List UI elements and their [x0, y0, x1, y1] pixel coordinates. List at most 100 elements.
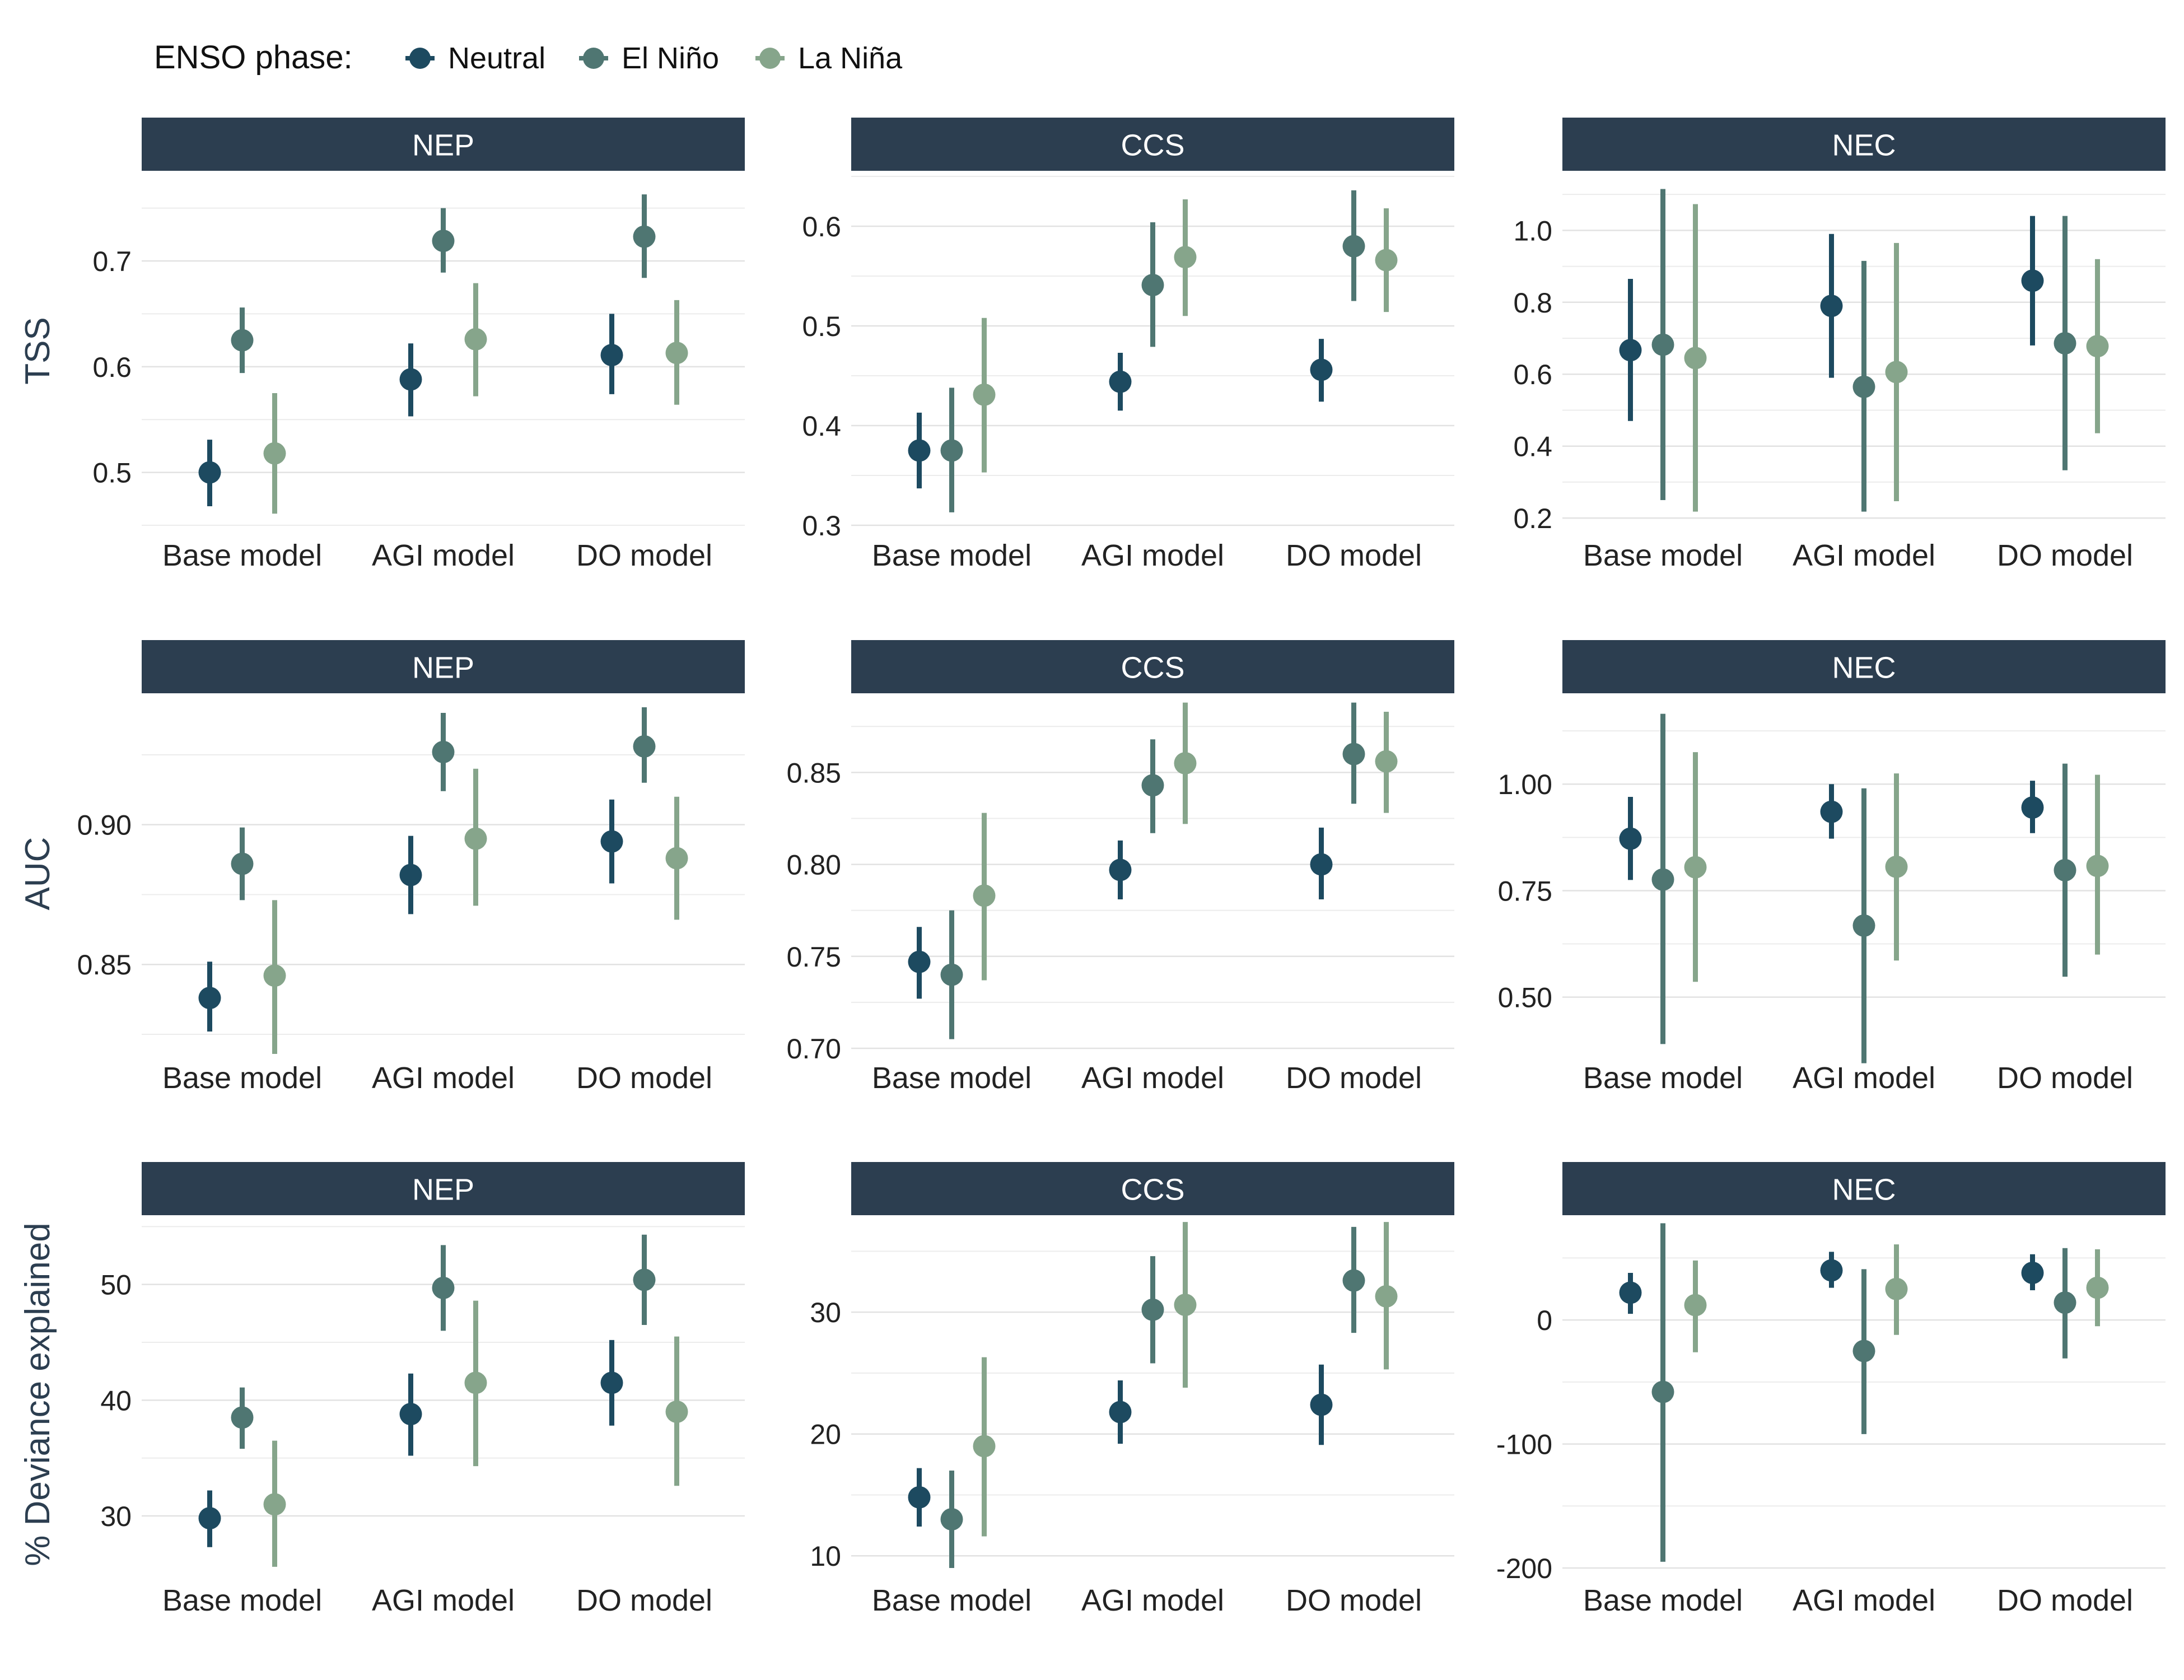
facet-strip: [851, 640, 1454, 693]
x-tick-label: AGI model: [1793, 539, 1935, 572]
y-tick-label: 0.3: [802, 510, 841, 542]
series-la-ni-a: [263, 1300, 688, 1567]
legend-label: Neutral: [448, 41, 545, 75]
facet-strip: [142, 118, 745, 171]
y-tick-label: 0.85: [77, 949, 132, 981]
panel-nep-row-2: NEP 0.85 0.90 Base model AGI model DO model AU…: [18, 640, 745, 1095]
data-point: [1174, 1294, 1197, 1317]
data-point: [940, 439, 963, 462]
facet-strip-label: NEP: [412, 651, 474, 685]
facet-strip: [851, 118, 1454, 171]
panel-ccs-row-1: CCS 0.3 0.4 0.5 0.6 Base model AGI model DO mod…: [802, 118, 1454, 572]
x-tick-label: AGI model: [1081, 1584, 1224, 1617]
data-point: [1820, 1259, 1843, 1282]
data-point: [464, 827, 487, 850]
facet-strip: [142, 640, 745, 693]
x-tick-label: Base model: [162, 1061, 322, 1095]
x-tick-label: AGI model: [1793, 1584, 1935, 1617]
x-tick-label: DO model: [576, 1061, 712, 1095]
data-point: [633, 1268, 656, 1291]
y-tick-label: 0.80: [787, 850, 841, 881]
y-tick-label: 0.90: [77, 810, 132, 841]
data-point: [2054, 858, 2076, 881]
data-point: [198, 1507, 221, 1530]
data-point: [1684, 1294, 1707, 1317]
panel-ccs-row-2: CCS 0.70 0.75 0.80 0.85 Base model AGI model DO…: [787, 640, 1454, 1095]
data-point: [1852, 914, 1875, 937]
facet-strip: [1562, 640, 2166, 693]
panels: NEP 0.5 0.6 0.7 Base model AGI model DO model T…: [18, 118, 2166, 1617]
data-point: [665, 1401, 688, 1423]
data-point: [231, 329, 254, 352]
data-point: [908, 1486, 931, 1509]
x-tick-label: AGI model: [1081, 539, 1224, 572]
x-tick-label: DO model: [1286, 539, 1422, 572]
data-point: [263, 1493, 286, 1516]
x-tick-label: Base model: [162, 1584, 322, 1617]
facet-strip-label: CCS: [1121, 129, 1184, 162]
series-neutral: [198, 1340, 623, 1547]
facet-strip: [851, 1162, 1454, 1215]
data-point: [1885, 361, 1908, 384]
x-tick-label: AGI model: [372, 1584, 515, 1617]
legend: ENSO phase: Neutral El Niño La Niña: [154, 39, 903, 76]
y-tick-label: -100: [1496, 1429, 1552, 1460]
x-tick-label: Base model: [872, 1584, 1032, 1617]
series-neutral: [1619, 781, 2044, 880]
panel-nec-row-2: NEC 0.50 0.75 1.00 Base model AGI model DO mod…: [1498, 640, 2166, 1095]
data-point: [940, 1508, 963, 1530]
y-tick-label: 0: [1537, 1305, 1552, 1336]
x-tick-label: Base model: [162, 539, 322, 572]
legend-items: Neutral El Niño La Niña: [405, 41, 903, 75]
data-point: [1342, 743, 1365, 766]
data-point: [1684, 347, 1707, 370]
legend-key-point: [583, 48, 604, 69]
series-el-ni-o: [1651, 1223, 2076, 1562]
x-tick-label: DO model: [1286, 1584, 1422, 1617]
data-point: [1342, 1269, 1365, 1292]
data-point: [2021, 1262, 2044, 1284]
data-point: [1310, 853, 1333, 876]
data-point: [1651, 333, 1674, 356]
data-point: [600, 344, 623, 367]
data-point: [2086, 855, 2109, 878]
data-point: [1141, 1298, 1164, 1321]
series-el-ni-o: [1651, 713, 2076, 1063]
x-tick-label: Base model: [872, 539, 1032, 572]
legend-item-1: El Niño: [579, 41, 719, 75]
y-tick-label: 50: [100, 1270, 132, 1301]
y-tick-label: 0.6: [1513, 359, 1552, 390]
series-la-ni-a: [1684, 1244, 2109, 1352]
data-point: [399, 368, 422, 391]
legend-title: ENSO phase:: [154, 39, 353, 76]
data-point: [1852, 1340, 1875, 1362]
data-point: [908, 950, 931, 973]
data-point: [600, 1371, 623, 1394]
series-el-ni-o: [231, 1234, 656, 1449]
x-tick-label: AGI model: [372, 539, 515, 572]
y-tick-label: 1.0: [1513, 215, 1552, 246]
y-tick-label: 0.6: [802, 211, 841, 242]
data-point: [1619, 339, 1642, 362]
series-neutral: [1619, 216, 2044, 421]
y-tick-label: 0.4: [802, 410, 841, 442]
x-tick-label: Base model: [1583, 539, 1743, 572]
data-point: [2054, 332, 2076, 355]
x-tick-label: DO model: [1997, 539, 2133, 572]
data-point: [1852, 375, 1875, 398]
facet-strip-label: NEC: [1832, 651, 1896, 685]
data-point: [1141, 774, 1164, 797]
facet-strip: [142, 1162, 745, 1215]
data-point: [1375, 750, 1398, 773]
series-la-ni-a: [1684, 752, 2109, 982]
series-la-ni-a: [263, 283, 688, 514]
x-tick-label: DO model: [1997, 1061, 2133, 1095]
y-axis-title: % Deviance explained: [18, 1222, 57, 1566]
facet-strip-label: NEC: [1832, 129, 1896, 162]
data-point: [2086, 335, 2109, 358]
data-point: [1342, 235, 1365, 258]
series-el-ni-o: [231, 194, 656, 374]
data-point: [399, 1403, 422, 1426]
facet-strip-label: NEP: [412, 1173, 474, 1207]
